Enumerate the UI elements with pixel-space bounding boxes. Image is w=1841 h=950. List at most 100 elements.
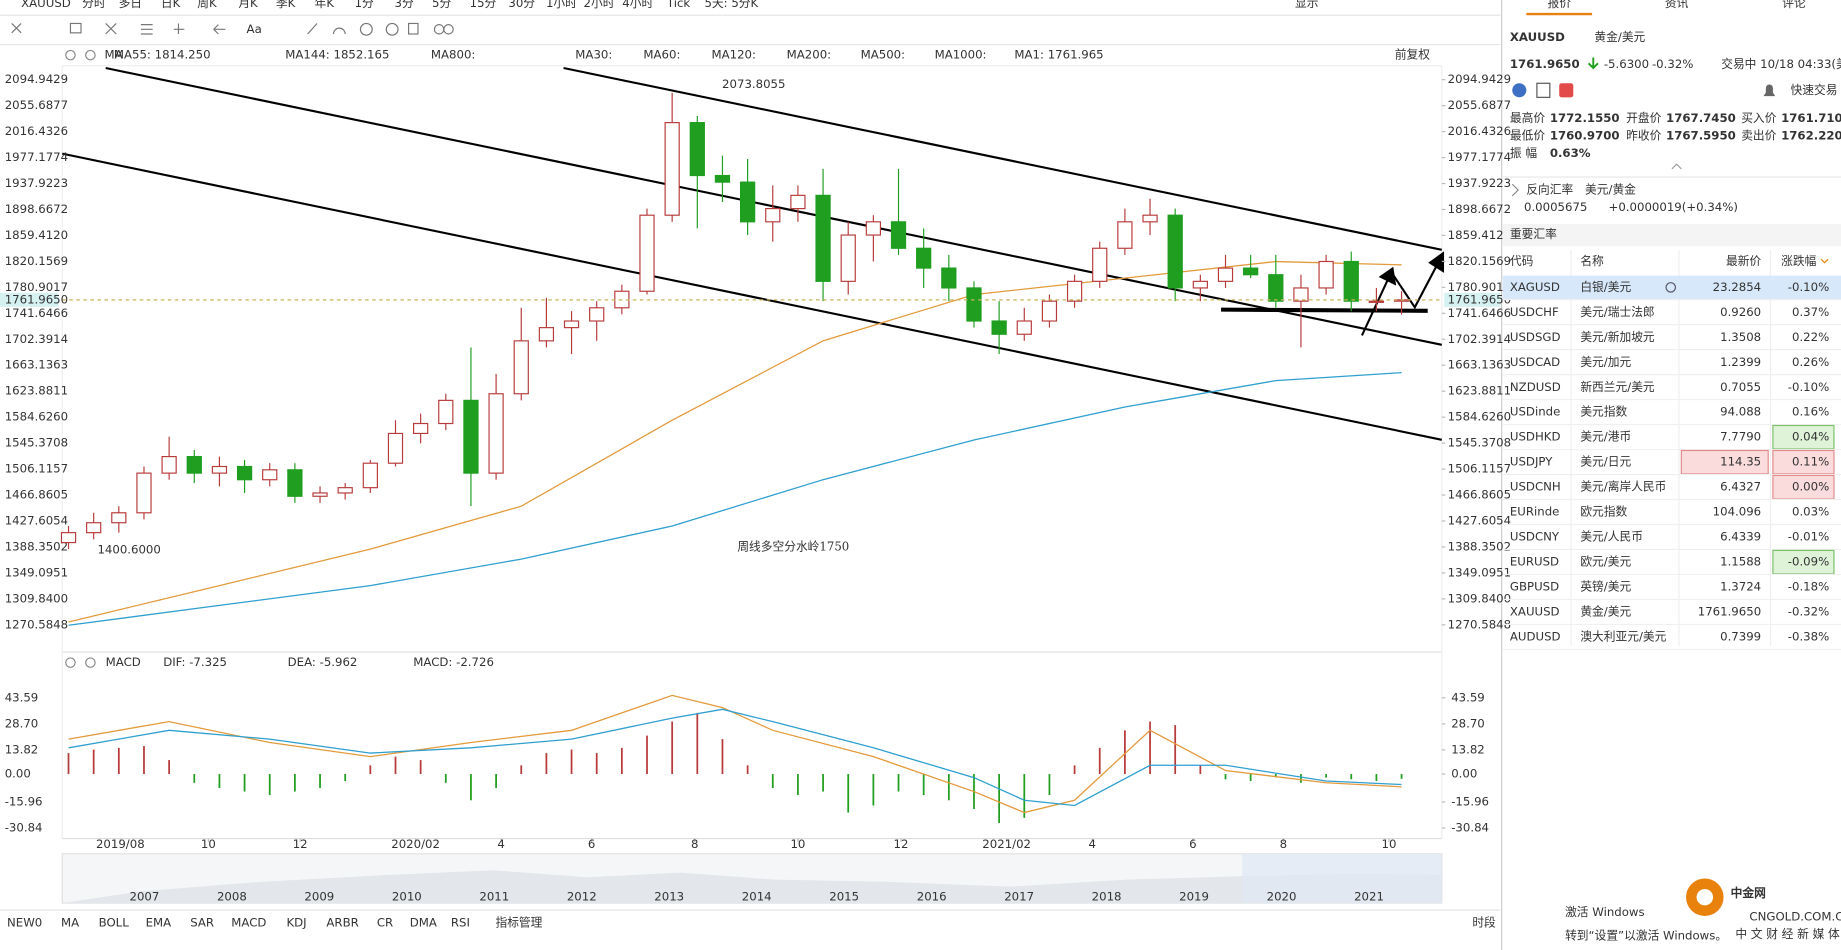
period-tab[interactable]: 5分	[432, 0, 451, 10]
row-code[interactable]: USDCNY	[1510, 530, 1560, 544]
quote-tab[interactable]: 资讯	[1665, 0, 1689, 10]
bell-icon[interactable]	[1763, 84, 1776, 97]
row-code[interactable]: USDCNH	[1510, 480, 1561, 494]
period-tab[interactable]: 5天: 5分K	[704, 0, 758, 10]
period-tab[interactable]: 15分	[470, 0, 497, 10]
indicator-tab[interactable]: MACD	[231, 916, 266, 930]
indicator-tab[interactable]: MA	[61, 916, 79, 930]
row-code[interactable]: GBPUSD	[1510, 580, 1559, 594]
period-tab[interactable]: 分时	[82, 0, 106, 10]
indicator-tab[interactable]: NEW0	[7, 916, 42, 930]
row-code[interactable]: EURinde	[1510, 505, 1559, 519]
indicator-tab[interactable]: RSI	[451, 916, 470, 930]
indicator-tab[interactable]: DMA	[410, 916, 437, 930]
row-name[interactable]: 美元/日元	[1580, 455, 1631, 469]
row-name[interactable]: 美元/离岸人民币	[1580, 480, 1666, 494]
table-header[interactable]: 最新价	[1726, 254, 1761, 268]
close-icon[interactable]	[85, 657, 96, 668]
row-name[interactable]: 新西兰元/美元	[1580, 380, 1655, 394]
close-icon[interactable]	[85, 49, 96, 61]
dif-line	[68, 694, 1402, 814]
row-code[interactable]: AUDUSD	[1510, 630, 1561, 644]
row-code[interactable]: USDCAD	[1510, 355, 1560, 369]
period-tab[interactable]: 季K	[276, 0, 296, 10]
watch-icon[interactable]	[1665, 282, 1677, 293]
indicator-tab[interactable]: BOLL	[99, 916, 130, 930]
indicator-tab[interactable]: CR	[377, 916, 393, 930]
table-header[interactable]: 涨跌幅	[1781, 254, 1816, 268]
row-price: 6.4339	[1720, 530, 1761, 544]
y-tick-label: 1506.1157	[5, 462, 68, 476]
period-tab[interactable]: 3分	[395, 0, 414, 10]
row-price: 0.9260	[1720, 305, 1761, 319]
settings-icon[interactable]	[65, 657, 76, 668]
reverse-pair[interactable]: 美元/黄金	[1585, 183, 1636, 197]
y-tick-label-right: 1584.6260	[1448, 410, 1511, 424]
period-tab[interactable]: 1小时	[546, 0, 577, 10]
row-code[interactable]: USDJPY	[1510, 455, 1553, 469]
period-tab[interactable]: 周K	[197, 0, 217, 10]
indicator-tab[interactable]: KDJ	[286, 916, 306, 930]
row-code[interactable]: USDinde	[1510, 405, 1560, 419]
row-name[interactable]: 英镑/美元	[1580, 580, 1631, 594]
row-code[interactable]: USDCHF	[1510, 305, 1559, 319]
quick-trade[interactable]: 快速交易	[1791, 83, 1838, 97]
row-code[interactable]: USDSGD	[1510, 330, 1561, 344]
doc-icon[interactable]	[1536, 82, 1551, 98]
symbol-tab[interactable]: XAUUSD	[21, 0, 71, 10]
table-header[interactable]: 代码	[1510, 254, 1534, 268]
candle-body	[262, 469, 278, 481]
row-name[interactable]: 欧元/美元	[1580, 555, 1631, 569]
period-tab[interactable]: 4小时	[622, 0, 653, 10]
candle-body	[1368, 300, 1385, 303]
fav-icon[interactable]	[1559, 83, 1574, 98]
table-header[interactable]: 名称	[1580, 254, 1604, 268]
ma-legend: MA1: 1761.965	[1014, 48, 1103, 62]
row-name[interactable]: 欧元指数	[1580, 505, 1627, 519]
period-tab[interactable]: 月K	[238, 0, 258, 10]
indicator-tab[interactable]: 指标管理	[495, 916, 542, 930]
tool-text[interactable]: Aa	[247, 22, 262, 36]
globe-icon[interactable]	[1512, 83, 1527, 98]
display-menu[interactable]: 显示	[1295, 0, 1319, 10]
row-name[interactable]: 白银/美元	[1580, 280, 1631, 294]
row-name[interactable]: 美元/加元	[1580, 355, 1631, 369]
period-tab[interactable]: Tick	[666, 0, 691, 10]
row-code[interactable]: NZDUSD	[1510, 380, 1561, 394]
row-name[interactable]: 澳大利亚元/美元	[1580, 630, 1666, 644]
adjust-mode[interactable]: 前复权	[1395, 48, 1430, 62]
y-tick-label: 1427.6054	[5, 513, 68, 527]
y-tick-label-right: 1937.9223	[1448, 176, 1511, 190]
period-tab[interactable]: 年K	[315, 0, 335, 10]
quote-tab[interactable]: 报价	[1547, 0, 1571, 10]
quote-tab[interactable]: 评论	[1782, 0, 1806, 10]
row-name[interactable]: 美元指数	[1580, 405, 1627, 419]
period-tab[interactable]: 2小时	[584, 0, 615, 10]
period-tab[interactable]: 多日	[119, 0, 142, 10]
indicator-tab[interactable]: EMA	[146, 916, 172, 930]
row-code[interactable]: XAGUSD	[1510, 280, 1560, 294]
navigator-window[interactable]	[1242, 853, 1442, 904]
row-name[interactable]: 黄金/美元	[1580, 605, 1631, 619]
row-name[interactable]: 美元/港币	[1580, 430, 1631, 444]
row-code[interactable]: EURUSD	[1510, 555, 1559, 569]
indicator-tab[interactable]: ARBR	[326, 916, 358, 930]
row-price: 1.2399	[1720, 355, 1761, 369]
row-code[interactable]: XAUUSD	[1510, 605, 1560, 619]
period-button[interactable]: 时段	[1472, 916, 1496, 930]
expand-chevron[interactable]	[1671, 163, 1682, 170]
period-tab[interactable]: 日K	[161, 0, 181, 10]
row-name[interactable]: 美元/瑞士法郎	[1580, 305, 1654, 319]
row-change: 0.03%	[1792, 505, 1829, 519]
candle-body	[966, 287, 982, 322]
drawing-tools[interactable]	[11, 22, 454, 36]
row-name[interactable]: 美元/人民币	[1580, 530, 1643, 544]
period-tab[interactable]: 30分	[508, 0, 535, 10]
indicator-tab[interactable]: SAR	[190, 916, 214, 930]
row-change: -0.09%	[1788, 555, 1829, 569]
row-name[interactable]: 美元/新加坡元	[1580, 330, 1655, 344]
period-tab[interactable]: 1分	[355, 0, 374, 10]
navigator-year: 2017	[1004, 890, 1034, 904]
settings-icon[interactable]	[65, 49, 76, 61]
row-code[interactable]: USDHKD	[1510, 430, 1561, 444]
